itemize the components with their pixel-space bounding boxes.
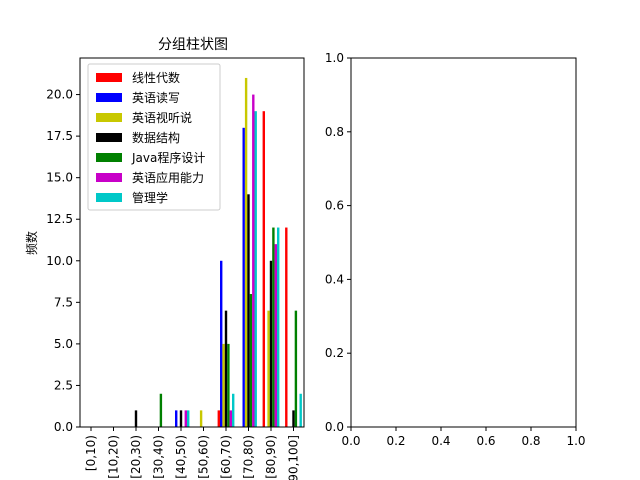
bar bbox=[232, 393, 235, 427]
bar bbox=[220, 260, 223, 427]
y-tick-label: 2.5 bbox=[54, 378, 73, 392]
x-tick-label: [40,50) bbox=[174, 435, 188, 479]
y-tick-label: 0.8 bbox=[325, 125, 344, 139]
legend-label: 管理学 bbox=[132, 190, 168, 205]
y-tick-label: 0.2 bbox=[325, 346, 344, 360]
x-tick-label: 0.4 bbox=[431, 434, 450, 448]
bar bbox=[254, 111, 257, 427]
bar bbox=[272, 227, 275, 427]
legend-swatch bbox=[96, 193, 122, 202]
x-tick-label: [0,10) bbox=[84, 435, 98, 471]
x-tick-label: [60,70) bbox=[219, 435, 233, 479]
legend-swatch bbox=[96, 173, 122, 182]
bar bbox=[262, 111, 265, 427]
bar bbox=[274, 244, 277, 427]
legend-label: 英语应用能力 bbox=[132, 170, 204, 185]
x-tick-label: 0.8 bbox=[521, 434, 540, 448]
bar bbox=[269, 260, 273, 427]
bar bbox=[249, 294, 253, 427]
bar bbox=[285, 227, 288, 427]
x-tick-label: [90,100] bbox=[287, 435, 301, 480]
legend-label: Java程序设计 bbox=[131, 150, 205, 165]
x-tick-label: [80,90) bbox=[264, 435, 278, 479]
y-tick-label: 12.5 bbox=[46, 212, 73, 226]
legend-label: 英语视听说 bbox=[132, 110, 192, 125]
y-tick-label: 15.0 bbox=[46, 171, 73, 185]
chart-title: 分组柱状图 bbox=[158, 37, 228, 53]
bar bbox=[294, 310, 298, 427]
bar bbox=[187, 410, 190, 427]
legend-label: 线性代数 bbox=[132, 70, 180, 85]
bar bbox=[224, 310, 228, 427]
legend-swatch bbox=[96, 153, 122, 162]
bar bbox=[227, 343, 230, 427]
bar bbox=[247, 194, 250, 427]
grouped-bar-plot: 0.0 2.5 5.0 7.5 10.0 12.5 15.0 17.5 20.0 [0,10) [1… bbox=[46, 57, 305, 480]
legend-label: 英语读写 bbox=[132, 91, 180, 105]
legend-label: 数据结构 bbox=[132, 130, 180, 145]
y-tick-label: 0.0 bbox=[54, 420, 73, 434]
plot-frame bbox=[350, 57, 577, 428]
bar bbox=[244, 77, 248, 427]
y-tick-label: 0.4 bbox=[325, 272, 344, 286]
bar bbox=[217, 410, 220, 427]
bar bbox=[242, 127, 245, 427]
x-tick-label: 0.0 bbox=[341, 434, 360, 448]
bar bbox=[184, 410, 187, 427]
legend-swatch bbox=[96, 73, 122, 82]
bar bbox=[222, 343, 225, 427]
x-tick-label: [20,30) bbox=[129, 435, 143, 479]
legend-swatch bbox=[96, 113, 122, 122]
x-tick-label: 0.2 bbox=[386, 434, 405, 448]
bar bbox=[199, 410, 203, 427]
x-tick-label: [10,20) bbox=[107, 435, 121, 479]
y-tick-label: 5.0 bbox=[54, 337, 73, 351]
y-tick-label: 1.0 bbox=[325, 51, 344, 65]
x-tick-label: [70,80) bbox=[242, 435, 256, 479]
empty-plot: 0.0 0.2 0.4 0.6 0.8 1.0 0.0 0.2 0.4 0.6 0.8 1.0 bbox=[325, 51, 586, 448]
x-tick-label: [50,60) bbox=[197, 435, 211, 479]
x-tick-label: 0.6 bbox=[476, 434, 495, 448]
x-tick-label: [30,40) bbox=[152, 435, 166, 479]
y-tick-label: 7.5 bbox=[54, 295, 73, 309]
bar bbox=[175, 410, 178, 427]
bar bbox=[277, 227, 280, 427]
bar bbox=[159, 393, 163, 427]
y-tick-label: 0.0 bbox=[325, 420, 344, 434]
legend-swatch bbox=[96, 133, 122, 142]
y-tick-label: 20.0 bbox=[46, 88, 73, 102]
bar bbox=[292, 410, 295, 427]
y-tick-label: 0.6 bbox=[325, 199, 344, 213]
bar bbox=[134, 410, 138, 427]
bar bbox=[229, 410, 232, 427]
legend-swatch bbox=[96, 93, 122, 102]
bar bbox=[179, 410, 183, 427]
plot-frame bbox=[79, 57, 305, 428]
x-tick-label: 1.0 bbox=[566, 434, 585, 448]
y-tick-label: 10.0 bbox=[46, 254, 73, 268]
bar bbox=[252, 94, 255, 427]
bar bbox=[267, 310, 270, 427]
y-axis-label: 频数 bbox=[24, 231, 39, 255]
bar bbox=[299, 393, 302, 427]
y-tick-label: 17.5 bbox=[46, 129, 73, 143]
